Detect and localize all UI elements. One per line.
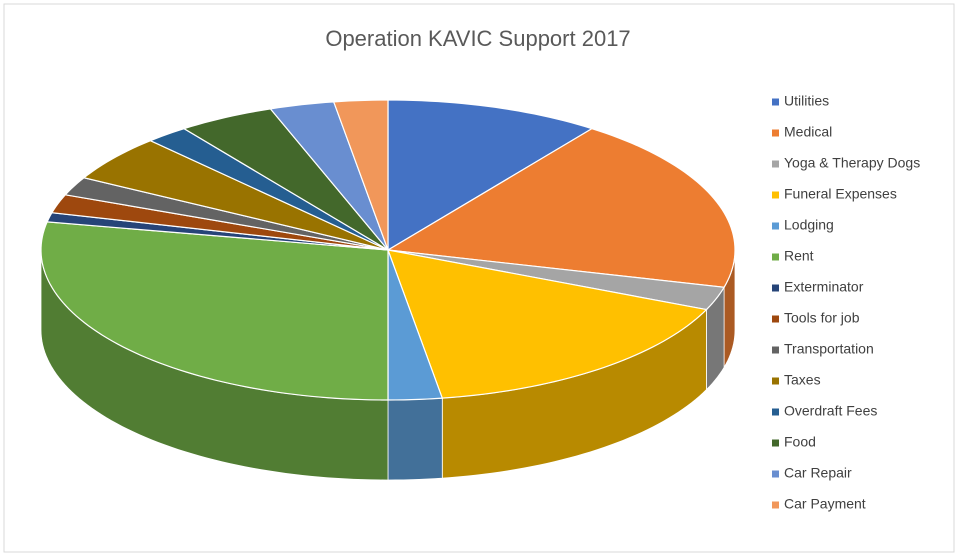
- legend: Utilities Medical Yoga & Therapy Dogs Funer…: [772, 93, 920, 512]
- legend-swatch: [772, 222, 779, 230]
- legend-swatch: [772, 377, 779, 385]
- chart-title: Operation KAVIC Support 2017: [325, 26, 630, 51]
- slice: [269, 101, 389, 251]
- legend-swatch: [772, 129, 779, 137]
- legend-swatch: [772, 191, 779, 199]
- slice: [82, 140, 389, 251]
- legend-label: Car Repair: [784, 465, 852, 481]
- legend-label: Yoga & Therapy Dogs: [784, 155, 920, 171]
- legend-label: Overdraft Fees: [784, 403, 877, 419]
- slice: [64, 177, 389, 251]
- slice: [387, 249, 708, 399]
- slice: [386, 127, 736, 288]
- legend-swatch: [772, 253, 779, 261]
- legend-swatch: [772, 284, 779, 292]
- legend-swatch: [772, 470, 779, 478]
- legend-label: Funeral Expenses: [784, 186, 897, 202]
- legend-swatch: [772, 98, 779, 106]
- legend-label: Transportation: [784, 341, 874, 357]
- legend-label: Tools for job: [784, 310, 860, 326]
- legend-swatch: [772, 408, 779, 416]
- legend-label: Rent: [784, 248, 814, 264]
- legend-label: Lodging: [784, 217, 834, 233]
- legend-label: Utilities: [784, 93, 829, 109]
- legend-swatch: [772, 315, 779, 323]
- legend-label: Exterminator: [784, 279, 864, 295]
- slice: [387, 249, 444, 401]
- legend-swatch: [772, 501, 779, 509]
- legend-label: Car Payment: [784, 496, 866, 512]
- slice: [148, 127, 389, 251]
- slice: [387, 249, 726, 311]
- slice: [387, 99, 594, 252]
- legend-swatch: [772, 439, 779, 447]
- legend-label: Taxes: [784, 372, 821, 388]
- legend-label: Food: [784, 434, 816, 450]
- slice: [40, 221, 389, 401]
- legend-label: Medical: [784, 124, 832, 140]
- slice: [332, 99, 389, 251]
- slice: [182, 108, 389, 251]
- legend-swatch: [772, 160, 779, 168]
- legend-swatch: [772, 346, 779, 354]
- slice-side: [387, 397, 443, 481]
- pie-tops: [40, 99, 736, 401]
